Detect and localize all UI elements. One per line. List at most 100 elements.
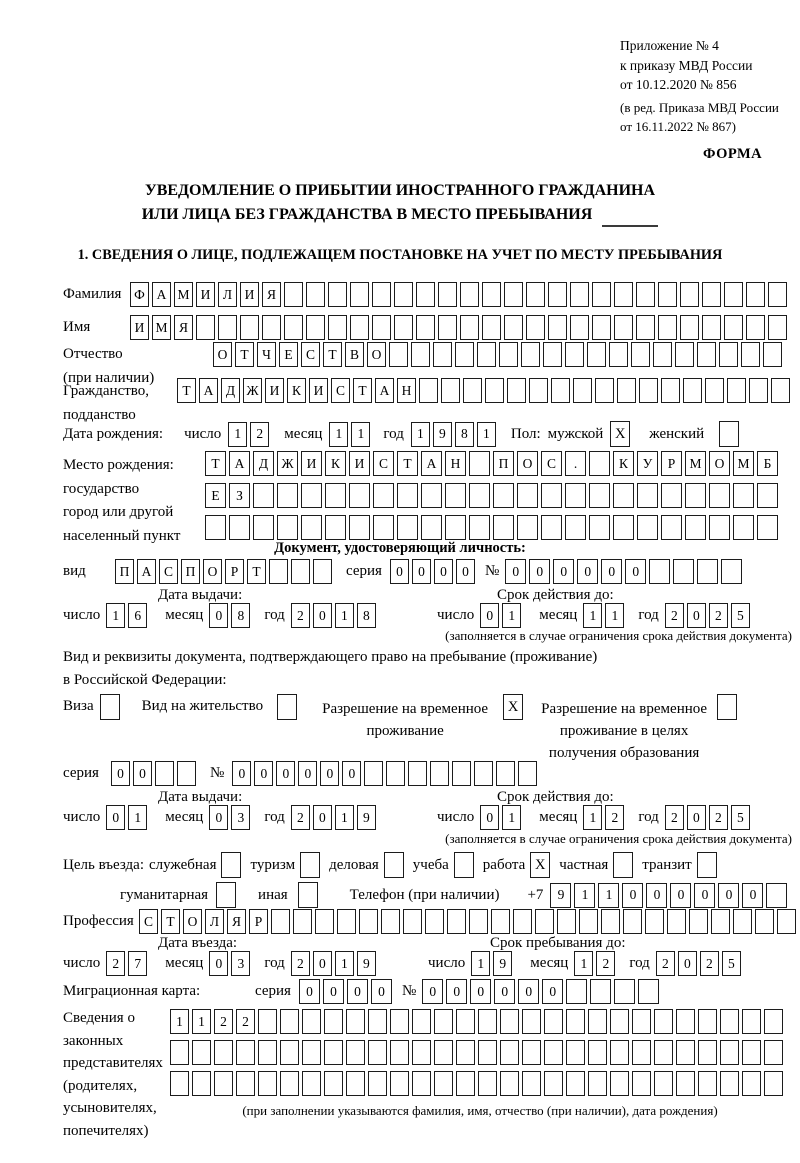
char-box[interactable]: 0 bbox=[686, 603, 706, 628]
char-box[interactable]: Т bbox=[235, 342, 254, 367]
char-box[interactable]: 2 bbox=[214, 1009, 233, 1034]
option-visa-checkbox[interactable] bbox=[99, 694, 120, 720]
char-box[interactable]: П bbox=[181, 559, 200, 584]
char-box[interactable]: 1 bbox=[334, 603, 354, 628]
char-box[interactable] bbox=[757, 515, 778, 540]
char-box[interactable] bbox=[438, 315, 457, 340]
char-box[interactable] bbox=[565, 515, 586, 540]
char-box[interactable] bbox=[741, 342, 760, 367]
char-box[interactable]: 2 bbox=[290, 805, 310, 830]
char-box[interactable] bbox=[711, 909, 730, 934]
char-box[interactable]: 0 bbox=[298, 761, 318, 786]
char-box[interactable] bbox=[742, 1040, 761, 1065]
char-box[interactable] bbox=[632, 1071, 651, 1096]
char-box[interactable]: 0 bbox=[742, 882, 764, 908]
char-box[interactable] bbox=[277, 483, 298, 508]
char-box[interactable] bbox=[764, 1009, 783, 1034]
char-box[interactable]: 0 bbox=[646, 882, 668, 908]
char-box[interactable] bbox=[463, 378, 482, 403]
char-box[interactable] bbox=[386, 761, 406, 786]
char-box[interactable] bbox=[240, 315, 259, 340]
char-box[interactable] bbox=[277, 515, 298, 540]
char-box[interactable]: 2 bbox=[596, 951, 616, 976]
char-box[interactable]: 0 bbox=[529, 559, 551, 584]
char-box[interactable]: 0 bbox=[686, 805, 706, 830]
char-box[interactable] bbox=[397, 515, 418, 540]
char-box[interactable] bbox=[631, 342, 650, 367]
char-box[interactable] bbox=[709, 515, 730, 540]
char-box[interactable] bbox=[601, 909, 620, 934]
sex-female-checkbox[interactable] bbox=[719, 421, 740, 447]
char-box[interactable] bbox=[500, 1071, 519, 1096]
char-box[interactable]: 0 bbox=[553, 559, 575, 584]
char-box[interactable] bbox=[469, 909, 488, 934]
char-box[interactable]: Ч bbox=[257, 342, 276, 367]
char-box[interactable] bbox=[613, 515, 634, 540]
char-box[interactable]: 3 bbox=[231, 805, 251, 830]
char-box[interactable] bbox=[485, 378, 504, 403]
char-box[interactable] bbox=[328, 315, 347, 340]
char-box[interactable] bbox=[496, 761, 516, 786]
char-box[interactable] bbox=[589, 451, 610, 476]
option-temp-residence-checkbox[interactable]: X bbox=[503, 694, 524, 720]
char-box[interactable] bbox=[680, 315, 699, 340]
char-box[interactable]: 2 bbox=[708, 805, 728, 830]
char-box[interactable] bbox=[493, 515, 514, 540]
char-box[interactable] bbox=[661, 515, 682, 540]
char-box[interactable] bbox=[499, 342, 518, 367]
char-box[interactable] bbox=[709, 483, 730, 508]
char-box[interactable] bbox=[469, 483, 490, 508]
option-temp-residence-education-checkbox[interactable] bbox=[717, 694, 738, 720]
char-box[interactable]: 5 bbox=[730, 603, 750, 628]
char-box[interactable] bbox=[570, 282, 589, 307]
char-box[interactable] bbox=[394, 315, 413, 340]
char-box[interactable]: 0 bbox=[312, 805, 332, 830]
char-box[interactable] bbox=[434, 1009, 453, 1034]
char-box[interactable]: 8 bbox=[454, 421, 474, 447]
char-box[interactable]: К bbox=[613, 451, 634, 476]
char-box[interactable]: О bbox=[709, 451, 730, 476]
char-box[interactable] bbox=[689, 909, 708, 934]
char-box[interactable]: И bbox=[349, 451, 370, 476]
char-box[interactable] bbox=[721, 559, 743, 584]
char-box[interactable] bbox=[438, 282, 457, 307]
char-box[interactable] bbox=[610, 1040, 629, 1065]
purpose-transit-checkbox[interactable] bbox=[696, 852, 717, 878]
char-box[interactable] bbox=[766, 882, 788, 908]
char-box[interactable] bbox=[493, 483, 514, 508]
char-box[interactable]: И bbox=[265, 378, 284, 403]
char-box[interactable] bbox=[368, 1071, 387, 1096]
char-box[interactable]: 8 bbox=[356, 603, 376, 628]
char-box[interactable]: 2 bbox=[290, 951, 310, 976]
char-box[interactable]: Е bbox=[279, 342, 298, 367]
char-box[interactable] bbox=[543, 342, 562, 367]
char-box[interactable] bbox=[746, 282, 765, 307]
char-box[interactable]: 0 bbox=[577, 559, 599, 584]
char-box[interactable] bbox=[469, 451, 490, 476]
char-box[interactable] bbox=[661, 483, 682, 508]
char-box[interactable]: 0 bbox=[518, 979, 540, 1004]
char-box[interactable] bbox=[293, 909, 312, 934]
char-box[interactable]: 7 bbox=[128, 951, 148, 976]
char-box[interactable] bbox=[565, 342, 584, 367]
char-box[interactable] bbox=[570, 315, 589, 340]
char-box[interactable]: 0 bbox=[505, 559, 527, 584]
char-box[interactable]: Т bbox=[323, 342, 342, 367]
purpose-business-checkbox[interactable] bbox=[383, 852, 404, 878]
char-box[interactable]: 1 bbox=[106, 603, 126, 628]
char-box[interactable]: 0 bbox=[106, 805, 126, 830]
char-box[interactable] bbox=[522, 1071, 541, 1096]
char-box[interactable] bbox=[411, 342, 430, 367]
char-box[interactable] bbox=[609, 342, 628, 367]
char-box[interactable] bbox=[777, 909, 796, 934]
char-box[interactable]: Т bbox=[397, 451, 418, 476]
char-box[interactable]: 0 bbox=[670, 882, 692, 908]
char-box[interactable] bbox=[447, 909, 466, 934]
char-box[interactable] bbox=[636, 315, 655, 340]
char-box[interactable] bbox=[416, 315, 435, 340]
char-box[interactable]: К bbox=[287, 378, 306, 403]
char-box[interactable]: Р bbox=[661, 451, 682, 476]
char-box[interactable]: 0 bbox=[470, 979, 492, 1004]
char-box[interactable] bbox=[566, 979, 588, 1004]
char-box[interactable] bbox=[749, 378, 768, 403]
